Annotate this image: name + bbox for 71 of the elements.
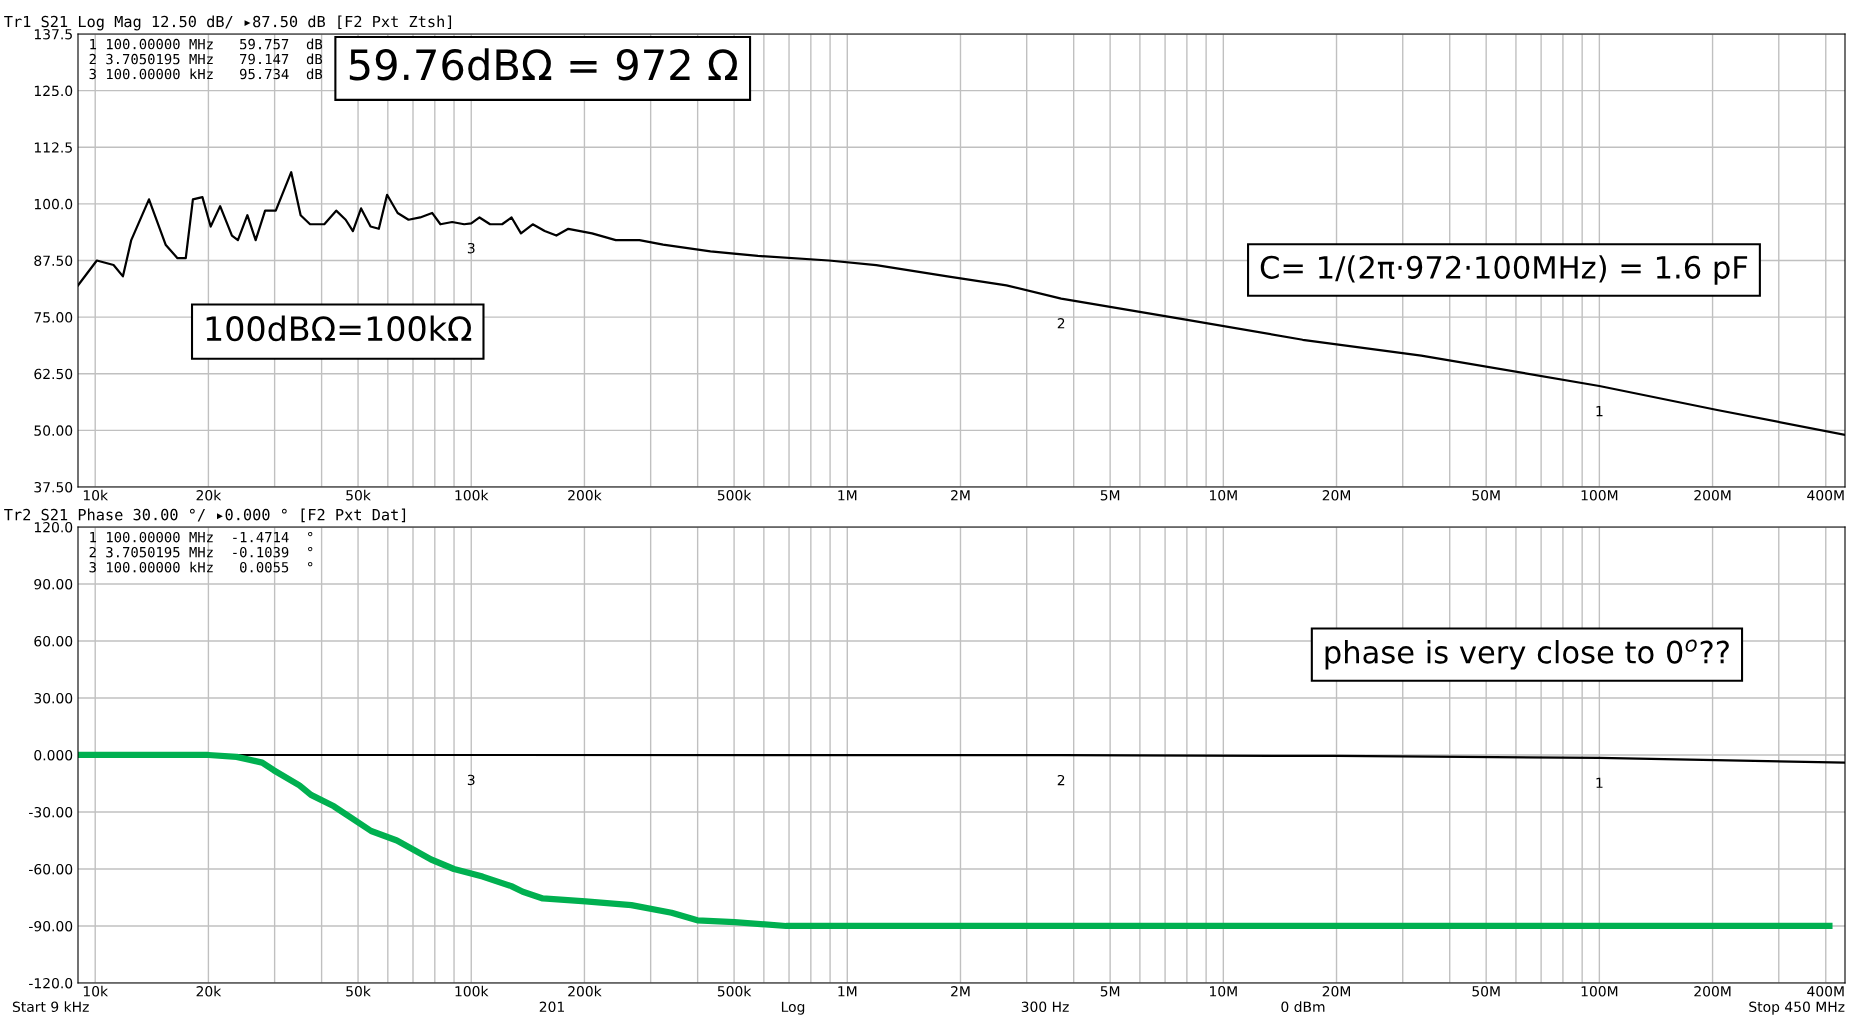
y-tick-label: -30.00 — [29, 806, 73, 818]
x-tick-label: 500k — [717, 489, 752, 501]
x-tick-label: 50M — [1472, 490, 1500, 501]
y-tick-label: 120.0 — [34, 521, 73, 533]
annotation: C= 1/(2π·972·100MHz) = 1.6 pF — [1260, 255, 1748, 285]
chart-title: Tr2 S21 Phase 30.00 °/ ▸0.000 ° [F2 Pxt Dat] — [4, 508, 406, 523]
x-tick-label: 200M — [1694, 986, 1731, 997]
annotation: 1 — [1596, 777, 1603, 788]
annotation: 3 — [467, 774, 475, 786]
x-tick-label: 20k — [196, 489, 222, 501]
annotation: 100dBΩ=100kΩ — [206, 315, 472, 342]
x-tick-label: 20k — [196, 985, 222, 997]
annotation: 2 — [1057, 774, 1065, 786]
x-tick-label: 1M — [838, 986, 857, 997]
y-tick-label: -120.0 — [29, 977, 73, 989]
x-tick-label: 200k — [568, 985, 602, 997]
y-tick-label: 60.00 — [34, 635, 73, 647]
x-tick-label: 2M — [951, 490, 970, 501]
annotation: 59.76dBΩ = 972 Ω — [349, 48, 738, 81]
annotation: phase is very close to 0$^{o}$?? — [1325, 639, 1729, 670]
annotation: 2 — [1057, 318, 1065, 329]
text: Log — [781, 1001, 805, 1015]
y-tick-label: 30.00 — [34, 692, 73, 704]
y-tick-label: 100.0 — [34, 198, 73, 210]
x-tick-label: 50k — [346, 985, 371, 997]
y-tick-label: 90.00 — [34, 578, 73, 590]
annotation: 2 3.7050195 MHz 79.147 dB — [89, 53, 323, 65]
annotation: 2 3.7050195 MHz -0.1039 ° — [89, 546, 313, 558]
x-tick-label: 200M — [1694, 490, 1731, 501]
x-tick-label: 100k — [455, 489, 489, 501]
x-tick-label: 10k — [83, 985, 109, 997]
annotation: 1 100.00000 MHz 59.757 dB — [90, 38, 323, 50]
y-tick-label: -60.00 — [29, 863, 73, 875]
y-tick-label: 75.00 — [34, 312, 73, 323]
text: 201 — [539, 1001, 564, 1013]
x-tick-label: 10k — [83, 489, 109, 501]
x-tick-label: 500k — [717, 985, 752, 997]
y-tick-label: -90.00 — [29, 920, 73, 932]
x-tick-label: 20M — [1322, 490, 1350, 501]
annotation: 1 — [1596, 406, 1603, 417]
y-tick-label: 62.50 — [34, 368, 73, 380]
text: Stop 450 MHz — [1749, 1001, 1845, 1015]
annotation: 3 100.00000 kHz 95.734 dB — [89, 68, 323, 80]
y-tick-label: 112.5 — [34, 142, 72, 153]
y-tick-label: 37.50 — [34, 481, 73, 493]
y-tick-label: 137.5 — [34, 28, 72, 40]
y-tick-label: 0.000 — [34, 749, 73, 761]
annotation: 3 100.00000 kHz 0.0055 ° — [89, 561, 313, 573]
x-tick-label: 1M — [838, 490, 857, 501]
x-tick-label: 100M — [1581, 986, 1618, 997]
text: 0 dBm — [1281, 1001, 1325, 1013]
x-tick-label: 5M — [1100, 490, 1120, 501]
y-tick-label: 87.50 — [34, 255, 73, 266]
x-tick-label: 100k — [455, 985, 489, 997]
annotation: 3 — [467, 242, 475, 254]
x-tick-label: 100M — [1581, 490, 1618, 501]
x-tick-label: 400M — [1807, 986, 1844, 997]
x-tick-label: 400M — [1807, 490, 1844, 501]
x-tick-label: 10M — [1210, 986, 1237, 997]
text: Start 9 kHz — [12, 1001, 89, 1013]
text: 300 Hz — [1021, 1001, 1069, 1013]
y-tick-label: 125.0 — [34, 85, 73, 97]
x-tick-label: 200k — [568, 489, 602, 501]
x-tick-label: 50M — [1472, 986, 1500, 997]
x-tick-label: 20M — [1322, 986, 1350, 997]
x-tick-label: 5M — [1100, 986, 1120, 997]
y-tick-label: 50.00 — [34, 425, 73, 436]
x-tick-label: 10M — [1210, 490, 1237, 501]
x-tick-label: 2M — [951, 986, 970, 997]
x-tick-label: 50k — [346, 489, 371, 501]
annotation: 1 100.00000 MHz -1.4714 ° — [90, 531, 313, 543]
